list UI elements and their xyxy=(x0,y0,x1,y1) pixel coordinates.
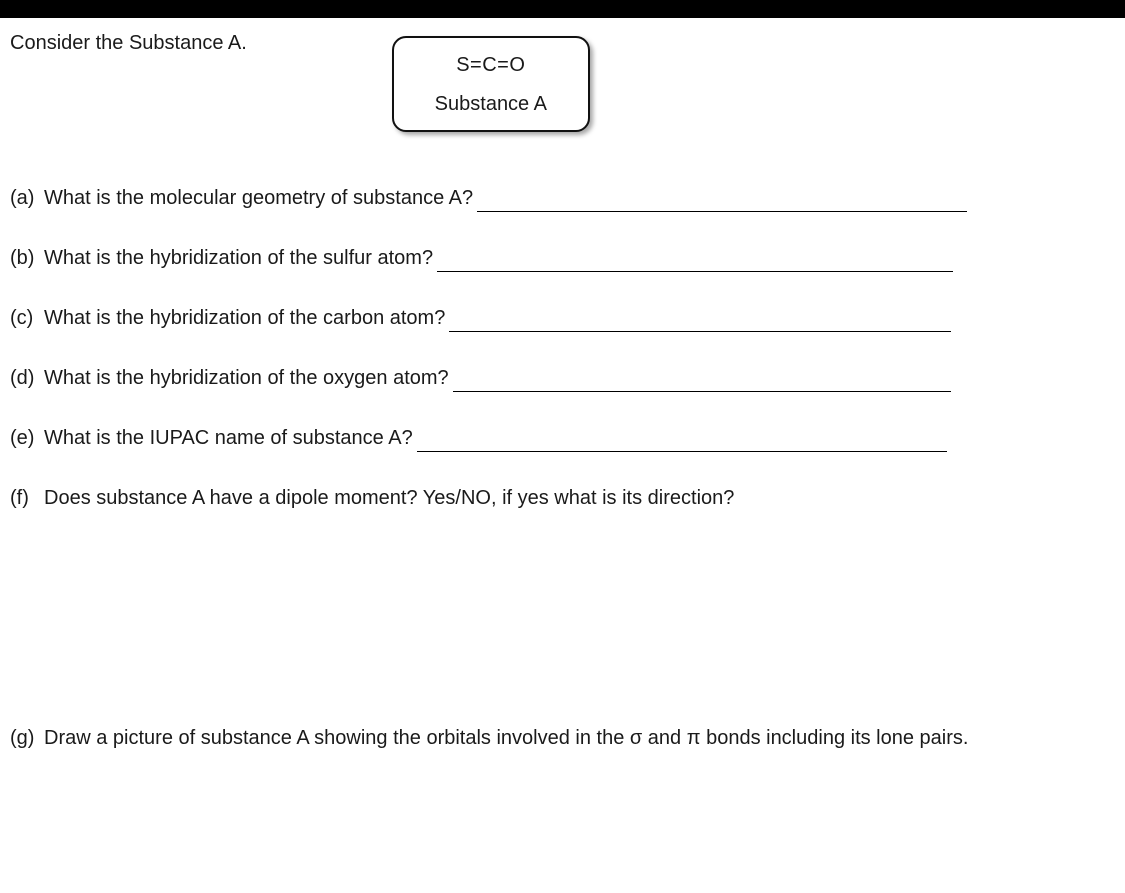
question-text: What is the IUPAC name of substance A? xyxy=(44,424,413,452)
question-a: (a) What is the molecular geometry of su… xyxy=(10,184,1117,212)
question-d: (d) What is the hybridization of the oxy… xyxy=(10,364,1117,392)
question-letter: (b) xyxy=(10,244,44,272)
question-letter: (f) xyxy=(10,484,44,512)
question-text: Draw a picture of substance A showing th… xyxy=(44,724,968,752)
question-letter: (g) xyxy=(10,724,44,752)
substance-formula: S=C=O xyxy=(404,54,578,77)
question-b: (b) What is the hybridization of the sul… xyxy=(10,244,1117,272)
answer-blank[interactable] xyxy=(437,250,953,272)
question-letter: (e) xyxy=(10,424,44,452)
substance-label: Substance A xyxy=(404,93,578,116)
question-letter: (c) xyxy=(10,304,44,332)
question-g: (g) Draw a picture of substance A showin… xyxy=(10,724,1117,752)
answer-blank[interactable] xyxy=(417,430,947,452)
question-letter: (a) xyxy=(10,184,44,212)
answer-blank[interactable] xyxy=(449,310,951,332)
question-e: (e) What is the IUPAC name of substance … xyxy=(10,424,1117,452)
intro-text: Consider the Substance A. xyxy=(8,28,247,55)
question-letter: (d) xyxy=(10,364,44,392)
question-text: What is the molecular geometry of substa… xyxy=(44,184,473,212)
question-text: What is the hybridization of the sulfur … xyxy=(44,244,433,272)
substance-box: S=C=O Substance A xyxy=(392,36,590,132)
intro-row: Consider the Substance A. S=C=O Substanc… xyxy=(8,28,1117,132)
question-text: What is the hybridization of the carbon … xyxy=(44,304,445,332)
answer-blank[interactable] xyxy=(477,190,967,212)
question-text: Does substance A have a dipole moment? Y… xyxy=(44,484,734,512)
answer-space-f xyxy=(10,544,1117,724)
question-f: (f) Does substance A have a dipole momen… xyxy=(10,484,1117,512)
questions-list: (a) What is the molecular geometry of su… xyxy=(8,184,1117,752)
question-text: What is the hybridization of the oxygen … xyxy=(44,364,449,392)
answer-blank[interactable] xyxy=(453,370,951,392)
top-black-bar xyxy=(0,0,1125,18)
question-c: (c) What is the hybridization of the car… xyxy=(10,304,1117,332)
page-content: Consider the Substance A. S=C=O Substanc… xyxy=(0,18,1125,752)
